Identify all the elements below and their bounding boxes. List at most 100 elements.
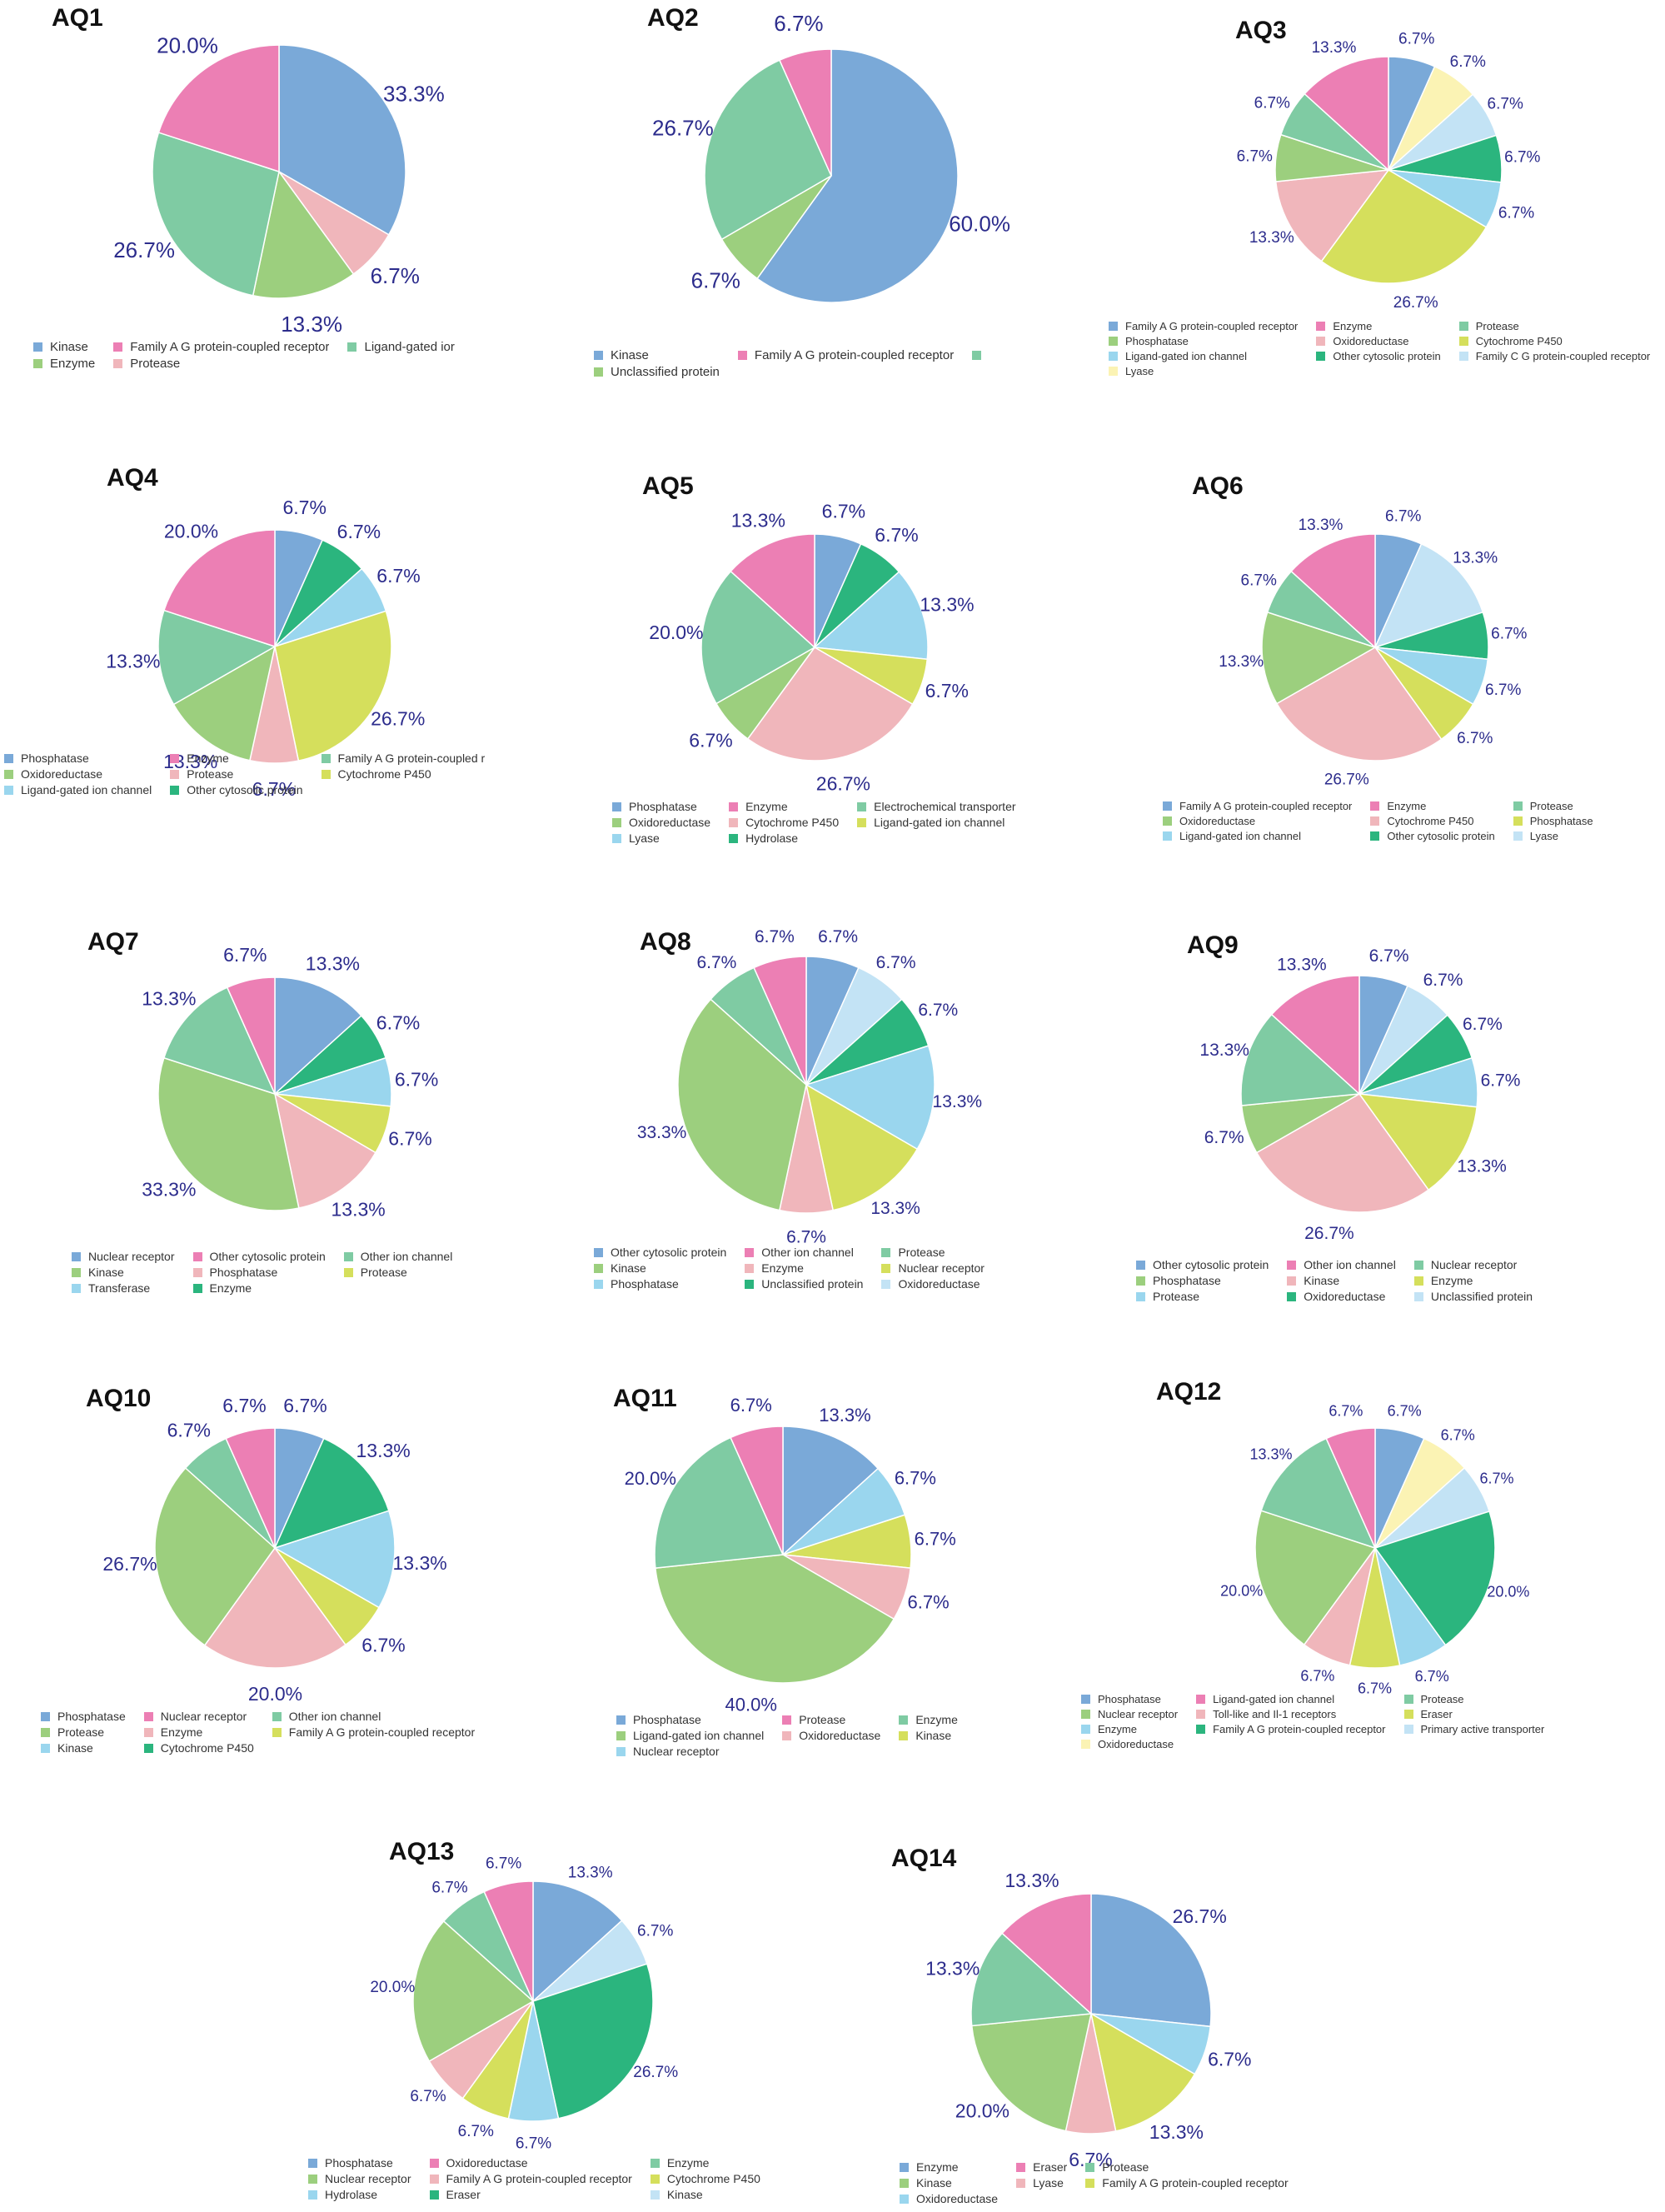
legend-item: Unclassified protein <box>594 365 720 379</box>
legend-swatch <box>308 2174 317 2184</box>
legend-swatch <box>1196 1695 1206 1704</box>
slice-percent-label: 20.0% <box>157 33 218 58</box>
legend-item: Primary active transporter <box>1403 1723 1544 1735</box>
legend-label: Oxidoreductase <box>629 816 711 829</box>
legend-item: Kinase <box>594 348 720 362</box>
legend-item: Ligand-gated ion channel <box>1196 1693 1385 1705</box>
slice-percent-label: 6.7% <box>876 953 916 972</box>
legend-swatch <box>343 1251 353 1261</box>
legend-item: Phosphatase <box>1109 335 1298 347</box>
legend-swatch <box>1016 2178 1026 2188</box>
legend-label: Lyase <box>1529 830 1558 842</box>
pie-slice-primary-active-transporter <box>1374 1466 1491 1549</box>
legend-label: Lyase <box>1033 2176 1064 2190</box>
legend-swatch <box>1085 2178 1095 2188</box>
legend-swatch <box>1136 1291 1145 1301</box>
legend-label: Kinase <box>611 1261 646 1275</box>
legend-label: Eraser <box>1420 1708 1453 1720</box>
legend-swatch <box>782 1730 792 1740</box>
legend-label: Unclassified protein <box>611 365 720 379</box>
legend-item: Family A G protein-coupled receptor <box>272 1725 475 1739</box>
chart-title: AQ1 <box>52 4 103 32</box>
legend-label: Kinase <box>915 1729 952 1742</box>
pie-slice-kinase <box>756 48 959 303</box>
slice-percent-label: 6.7% <box>1208 2049 1251 2070</box>
slice-percent-label: 13.3% <box>925 1957 980 1979</box>
legend-item: Ligand-gated ion channel <box>1163 830 1352 842</box>
legend-item: Ligand-gated ion channel <box>616 1729 764 1742</box>
legend-swatch <box>745 1279 755 1289</box>
slice-percent-label: 6.7% <box>786 1228 826 1247</box>
legend-item: Other ion channel <box>745 1246 863 1259</box>
pie-slice-other-cytosolic-protein <box>1358 975 1408 1095</box>
legend-swatch <box>1085 2162 1095 2172</box>
pie-slice-other-cytosolic-protein <box>274 539 363 647</box>
pie-slice-protease <box>970 1932 1093 2027</box>
legend-swatch <box>1403 1710 1413 1719</box>
legend-label: Nuclear receptor <box>88 1250 175 1263</box>
pie-slice-phosphatase <box>814 533 862 648</box>
slice-percent-label: 6.7% <box>1488 95 1523 112</box>
legend-label: Phosphatase <box>611 1277 679 1291</box>
legend-label: Oxidoreductase <box>1179 815 1256 827</box>
legend-label: Protease <box>360 1266 407 1279</box>
legend-item: Nuclear receptor <box>1081 1708 1178 1720</box>
legend-swatch <box>1196 1725 1206 1734</box>
pie-slice-protease <box>1260 1437 1377 1550</box>
slice-percent-label: 13.3% <box>281 312 342 337</box>
legend-item: Phosphatase <box>594 1277 726 1291</box>
legend-item: Kinase <box>899 1729 958 1742</box>
legend-swatch <box>1081 1725 1090 1734</box>
legend-item: Other cytosolic protein <box>192 1250 326 1263</box>
legend-item: Family A G protein-coupled receptor <box>113 340 329 354</box>
legend-item: Phosphatase <box>41 1710 126 1723</box>
legend-item: Nuclear receptor <box>143 1710 254 1723</box>
slice-percent-label: 6.7% <box>895 1468 936 1489</box>
legend-item: Cytochrome P450 <box>321 767 486 781</box>
legend-label: Kinase <box>916 2176 952 2190</box>
legend-swatch <box>900 2178 909 2188</box>
pie-slice-enzyme <box>730 533 815 649</box>
slice-percent-label: 6.7% <box>818 927 858 946</box>
pie-slice-oxidoreductase <box>1374 1437 1466 1549</box>
legend-label: Ligand-gated ion channel <box>1125 350 1248 362</box>
chart-title: AQ2 <box>647 4 699 32</box>
legend-swatch <box>308 2158 317 2168</box>
legend-swatch <box>72 1251 81 1261</box>
legend-swatch <box>113 359 123 368</box>
legend-swatch <box>900 2194 909 2204</box>
pie-slice-kinase <box>278 44 406 236</box>
slice-percent-label: 6.7% <box>822 501 865 522</box>
legend-label: Family A G protein-coupled r <box>337 751 486 765</box>
slice-percent-label: 6.7% <box>1463 1015 1503 1034</box>
legend-item: Hydrolase <box>308 2188 411 2201</box>
slice-percent-label: 13.3% <box>306 953 360 975</box>
legend-swatch <box>41 1727 50 1737</box>
slice-percent-label: 20.0% <box>248 1683 302 1705</box>
pie-slice-family-a-g-protein-coupled-receptor <box>428 2000 534 2100</box>
legend-item: Family A G protein-coupled receptor <box>1085 2176 1289 2190</box>
legend-swatch <box>4 753 13 763</box>
slice-percent-label: 6.7% <box>1254 94 1290 112</box>
legend-label: Ligand-gated ion channel <box>1213 1693 1335 1705</box>
slice-percent-label: 6.7% <box>637 1922 673 1940</box>
legend: Phosphatase Enzyme Family A G protein-coup… <box>4 751 512 796</box>
pie-slice-lyase <box>1064 2013 1117 2135</box>
legend-label: Ligand-gated ion channel <box>633 1729 765 1742</box>
pie-slice-ligand-gated-ior <box>152 132 280 297</box>
pie-slice-lyase <box>1373 542 1484 649</box>
legend-item: Ligand-gated ion channel <box>4 783 152 796</box>
legend-item: Phosphatase <box>1136 1274 1269 1287</box>
legend-item: Kinase <box>650 2188 760 2201</box>
slice-percent-label: 6.7% <box>730 1395 772 1416</box>
legend-item: Transferase <box>72 1281 175 1295</box>
legend-item: Other ion channel <box>272 1710 475 1723</box>
legend-label: Unclassified protein <box>761 1277 864 1291</box>
slice-percent-label: 6.7% <box>1241 572 1277 590</box>
legend-label: Cytochrome P450 <box>160 1741 254 1755</box>
slice-percent-label: 6.7% <box>516 2135 551 2152</box>
pie-slice-enzyme <box>778 1084 835 1214</box>
legend-item: Lyase <box>1016 2176 1067 2190</box>
slice-percent-label: 20.0% <box>955 2100 1009 2122</box>
legend-swatch <box>612 817 621 827</box>
